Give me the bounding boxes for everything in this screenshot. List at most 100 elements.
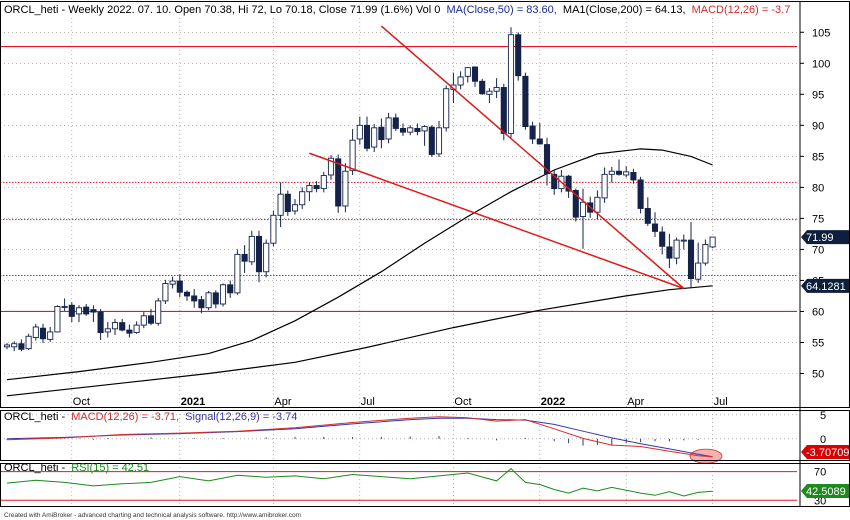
candle-bull (421, 126, 428, 132)
candle-bear (515, 34, 522, 77)
candle-bear (378, 126, 385, 141)
macd-tick-label: 0 (820, 434, 826, 446)
candle-bull (54, 306, 61, 333)
macd-header-signal: Signal(12,26,9) = -3.74 (185, 411, 297, 423)
candle-bear (255, 235, 263, 273)
candle-bull (162, 283, 169, 302)
candle-bull (11, 343, 18, 348)
time-axis-label: Oct (73, 396, 90, 408)
candle-bear (147, 315, 155, 324)
macd-value-label: -3.70709 (806, 447, 849, 459)
candle-bear (119, 322, 126, 331)
macd-line (6, 416, 713, 458)
price-tick-label: 100 (812, 58, 830, 70)
ma200-value-badge (801, 278, 849, 293)
rsi-panel (0, 468, 797, 501)
time-axis-label: 2022 (541, 396, 565, 408)
trendlines (309, 25, 685, 290)
price-header-prefix: ORCL_heti - Weekly 2022. 07. 10. Open 70… (4, 4, 440, 16)
candle-bull (140, 315, 147, 326)
candle-bull (464, 67, 471, 77)
candle-bull (507, 34, 515, 134)
candle-bear (83, 306, 90, 315)
candle-bull (291, 204, 299, 212)
candle-bull (270, 214, 277, 244)
axis-labels: 50556065707580859095100105Oct2021AprJulO… (73, 27, 850, 507)
macd-header-prefix: ORCL_heti - (4, 411, 65, 423)
candle-bear (565, 175, 572, 192)
candle-bull (407, 127, 414, 133)
rsi-value-badge (801, 484, 849, 498)
candle-bear (18, 343, 25, 350)
trendline (309, 152, 685, 290)
candle-bear (500, 87, 507, 134)
candle-bull (349, 139, 356, 172)
candle-bear (479, 80, 486, 95)
candle-bear (659, 231, 666, 247)
candle-bull (709, 236, 716, 248)
candle-bear (637, 179, 644, 209)
price-header: ORCL_heti - Weekly 2022. 07. 10. Open 70… (4, 4, 790, 16)
candle-bear (227, 284, 234, 294)
candle-bull (219, 284, 227, 305)
candle-bear (392, 117, 399, 129)
price-tick-label: 90 (812, 120, 824, 132)
candle-bull (306, 185, 313, 193)
candle-bull (169, 280, 176, 285)
candle-bear (551, 173, 558, 190)
moving-averages (6, 148, 713, 397)
candle-bull (680, 239, 687, 242)
candlesticks (3, 27, 716, 352)
price-tick-label: 70 (812, 244, 824, 256)
candle-bear (191, 295, 198, 302)
candle-bull (443, 88, 450, 129)
candle-bear (176, 280, 183, 293)
price-tick-label: 75 (812, 213, 824, 225)
candle-bull (702, 244, 709, 264)
candle-bear (335, 158, 342, 207)
price-tick-label: 105 (812, 27, 830, 39)
trendline (380, 25, 685, 290)
macd-header: ORCL_heti - MACD(12,26) = -3.71, Signal(… (4, 411, 297, 423)
candle-bear (615, 170, 623, 175)
candle-bull (263, 242, 270, 273)
candle-bull (25, 335, 32, 350)
panel-border (0, 1, 850, 408)
candle-bull (493, 87, 500, 92)
candle-bull (356, 124, 363, 140)
candle-bull (205, 292, 212, 309)
price-tick-label: 80 (812, 182, 824, 194)
last-price-label: 71.99 (806, 232, 834, 244)
rsi-line (6, 468, 713, 497)
signal-line (6, 417, 713, 458)
footer-credit: Created with AmiBroker - advanced charti… (4, 512, 301, 519)
time-axis-label: Apr (274, 396, 291, 408)
candle-bull (277, 193, 284, 216)
candle-bear (68, 304, 75, 317)
candle-bull (608, 170, 615, 175)
price-tick-label: 55 (812, 337, 824, 349)
candle-bull (248, 235, 255, 263)
time-axis-label: Apr (627, 396, 644, 408)
candle-bull (623, 171, 630, 176)
chart-grid (0, 18, 797, 506)
time-axis-label: Jul (361, 396, 375, 408)
rsi-tick-label: 30 (814, 495, 826, 507)
rsi-header-prefix: ORCL_heti - (4, 462, 65, 474)
candle-bear (471, 66, 479, 82)
candle-bear (183, 291, 191, 297)
price-tick-label: 50 (812, 368, 824, 380)
candle-bear (39, 327, 47, 340)
candle-bull (320, 175, 327, 190)
candle-bull (111, 322, 119, 330)
rsi-header-rsi: RSI(15) = 42.51 (71, 462, 149, 474)
candle-bear (97, 311, 104, 334)
candle-bear (399, 127, 407, 133)
macd-tick-label: 5 (820, 410, 826, 422)
candle-bull (579, 201, 587, 217)
candle-bear (572, 190, 579, 218)
candle-bull (32, 326, 39, 338)
price-tick-label: 95 (812, 89, 824, 101)
candle-bear (414, 127, 421, 132)
